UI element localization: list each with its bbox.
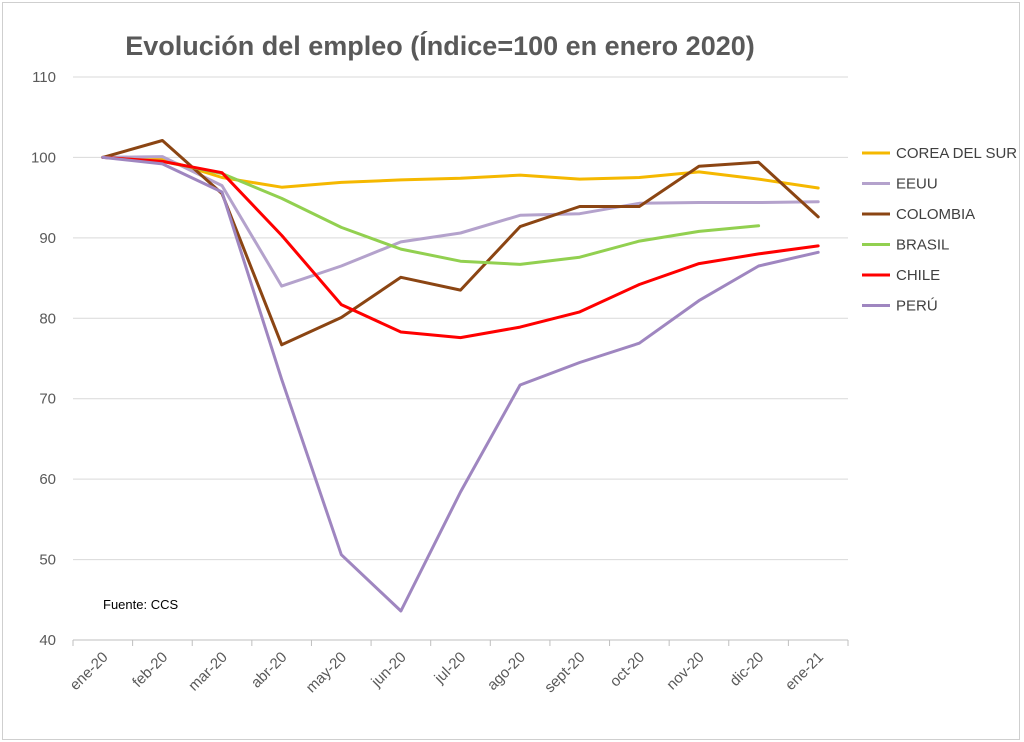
series-line-5: [101, 155, 820, 613]
x-tick-label: oct-20: [607, 649, 649, 691]
x-tick-label: feb-20: [129, 649, 171, 691]
y-tick-label: 60: [39, 471, 56, 488]
y-tick-label: 100: [31, 149, 56, 166]
legend-label: COREA DEL SUR: [896, 145, 1017, 162]
x-tick-label: ene-21: [782, 649, 827, 694]
series-lines: [101, 139, 820, 613]
x-tick-label: jul-20: [431, 649, 470, 688]
x-tick-label: nov-20: [663, 649, 707, 693]
x-tick-label: abr-20: [248, 649, 291, 692]
legend-label: CHILE: [896, 267, 940, 284]
y-tick-label: 80: [39, 310, 56, 327]
legend-label: COLOMBIA: [896, 206, 975, 223]
y-tick-label: 90: [39, 230, 56, 247]
y-axis-ticks: 40 50 60 70 80 90 100 110: [31, 69, 56, 649]
series-line-4: [101, 155, 820, 340]
legend-label: BRASIL: [896, 237, 949, 254]
chart-title: Evolución del empleo (Índice=100 en ener…: [125, 30, 754, 61]
x-tick-label: ene-20: [67, 649, 112, 694]
x-tick-label: dic-20: [726, 649, 767, 690]
y-tick-label: 110: [32, 69, 56, 86]
y-tick-label: 40: [39, 632, 56, 649]
legend-label: EEUU: [896, 176, 938, 193]
x-axis: ene-20 feb-20 mar-20 abr-20 may-20 jun-20 jul-…: [67, 639, 849, 696]
gridlines: [73, 76, 848, 561]
legend-label: PERÚ: [896, 298, 938, 315]
series-line-0: [101, 155, 820, 190]
x-tick-label: may-20: [303, 649, 350, 696]
series-line-1: [101, 155, 820, 288]
source-note: Fuente: CCS: [103, 597, 178, 612]
x-tick-label: mar-20: [185, 649, 231, 695]
x-tick-label: sept-20: [541, 649, 588, 696]
y-tick-label: 70: [39, 391, 56, 408]
y-tick-label: 50: [39, 552, 56, 569]
x-tick-label: jun-20: [367, 649, 409, 691]
x-tick-label: ago-20: [484, 649, 529, 694]
legend: COREA DEL SUR EEUU COLOMBIA BRASIL CHILE PERÚ: [862, 145, 1017, 315]
